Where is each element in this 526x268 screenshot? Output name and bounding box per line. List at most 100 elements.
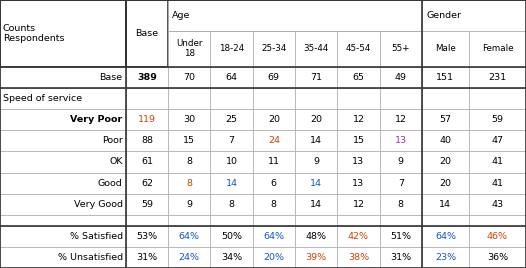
Bar [0,130,126,151]
Text: 9: 9 [186,200,192,209]
Bar [168,193,210,215]
Bar [295,226,337,247]
Bar [337,226,380,247]
Text: 151: 151 [437,73,454,82]
Bar [168,67,210,88]
Text: 9: 9 [398,158,404,166]
Bar [469,215,526,226]
Text: 15: 15 [352,136,365,145]
Bar [126,109,168,130]
Text: 34%: 34% [221,253,242,262]
Text: 7: 7 [398,178,404,188]
Text: 31%: 31% [390,253,411,262]
Bar [469,130,526,151]
Text: 64%: 64% [179,232,200,241]
Bar [210,151,252,173]
Bar [469,151,526,173]
Text: Very Good: Very Good [74,200,123,209]
Bar [168,0,422,31]
Bar [295,215,337,226]
Bar [168,173,210,193]
Text: 62: 62 [141,178,153,188]
Bar [0,151,126,173]
Bar [210,247,252,268]
Text: 23%: 23% [435,253,456,262]
Bar [422,173,469,193]
Bar [295,151,337,173]
Bar [168,151,210,173]
Bar [422,0,526,31]
Text: 40: 40 [439,136,451,145]
Text: Age: Age [173,11,190,20]
Bar [422,226,469,247]
Text: Speed of service: Speed of service [3,94,82,103]
Bar [168,247,210,268]
Text: Base: Base [135,29,158,38]
Bar [0,193,126,215]
Bar [295,88,337,109]
Text: 25-34: 25-34 [261,44,287,53]
Text: 6: 6 [271,178,277,188]
Bar [469,173,526,193]
Text: 8: 8 [398,200,404,209]
Text: 231: 231 [488,73,507,82]
Bar [295,247,337,268]
Bar [0,247,126,268]
Bar [380,215,422,226]
Bar [422,109,469,130]
Text: 49: 49 [395,73,407,82]
Bar [337,88,380,109]
Text: 25: 25 [226,115,238,124]
Bar [168,130,210,151]
Text: 119: 119 [138,115,156,124]
Text: Gender: Gender [426,11,461,20]
Text: 55+: 55+ [391,44,410,53]
Text: 31%: 31% [136,253,157,262]
Bar [337,31,380,67]
Bar [168,109,210,130]
Text: 47: 47 [491,136,503,145]
Text: 20: 20 [268,115,280,124]
Text: 15: 15 [183,136,195,145]
Text: 20: 20 [310,115,322,124]
Bar [252,67,295,88]
Bar [168,31,210,67]
Bar [0,226,126,247]
Bar [0,0,126,67]
Bar [469,67,526,88]
Bar [422,67,469,88]
Text: % Unsatisfied: % Unsatisfied [57,253,123,262]
Text: 8: 8 [229,200,235,209]
Bar [380,226,422,247]
Bar [295,193,337,215]
Text: 7: 7 [229,136,235,145]
Bar [469,193,526,215]
Bar [168,226,210,247]
Text: 38%: 38% [348,253,369,262]
Bar [469,88,526,109]
Bar [295,130,337,151]
Bar [252,31,295,67]
Bar [337,67,380,88]
Bar [337,173,380,193]
Text: 24%: 24% [179,253,200,262]
Text: 48%: 48% [306,232,327,241]
Text: Very Poor: Very Poor [70,115,123,124]
Bar [126,193,168,215]
Bar [252,151,295,173]
Bar [210,173,252,193]
Text: 69: 69 [268,73,280,82]
Bar [0,67,126,88]
Bar [210,31,252,67]
Text: 13: 13 [394,136,407,145]
Text: 42%: 42% [348,232,369,241]
Text: 64%: 64% [264,232,285,241]
Text: 65: 65 [352,73,365,82]
Text: 12: 12 [352,200,365,209]
Bar [422,31,469,67]
Bar [210,226,252,247]
Bar [380,88,422,109]
Bar [337,130,380,151]
Text: 59: 59 [491,115,503,124]
Bar [469,247,526,268]
